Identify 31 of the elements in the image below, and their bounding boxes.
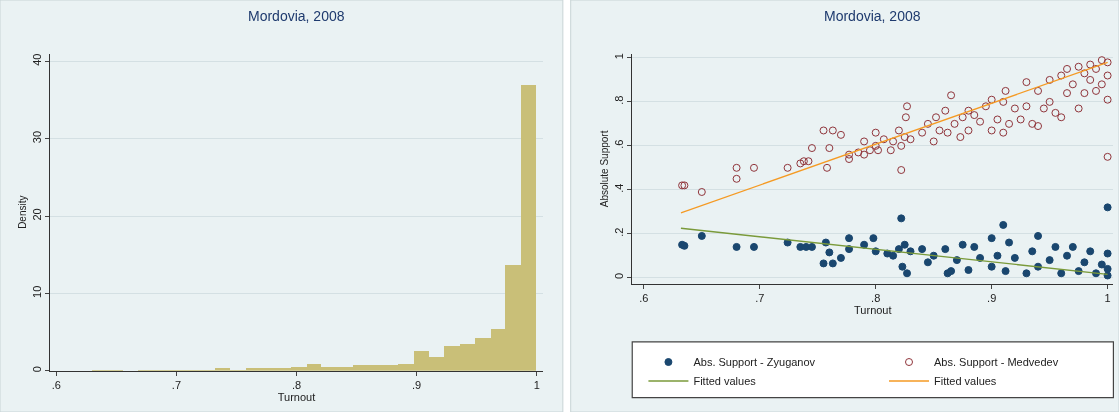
legend-label: Fitted values	[693, 375, 757, 388]
y-tick-label: 20	[30, 208, 43, 221]
y-tick-label: .2	[612, 227, 625, 237]
x-tick-label: .7	[171, 379, 182, 391]
chart-title: Mordovia, 2008	[824, 8, 921, 24]
y-tick-label: .4	[612, 183, 625, 193]
y-tick-label: 1	[612, 53, 625, 60]
x-tick-label: .9	[412, 379, 422, 391]
legend-label: Fitted values	[934, 375, 997, 388]
y-tick-label: 10	[30, 285, 43, 298]
y-tick-label: .8	[612, 95, 625, 105]
y-tick-label: 0	[30, 366, 43, 373]
y-tick-label: 40	[30, 53, 43, 66]
x-tick-label: .6	[639, 292, 649, 305]
x-tick-label: .6	[51, 379, 61, 391]
y-axis-title: Absolute Support	[598, 130, 610, 208]
legend-label: Abs. Support - Medvedev	[934, 356, 1059, 369]
x-tick-label: .9	[987, 292, 997, 305]
x-tick-label: 1	[1104, 292, 1111, 305]
x-tick-label: .8	[291, 379, 302, 391]
y-tick-label: .6	[612, 139, 625, 149]
y-axis-title: Density	[16, 195, 28, 229]
x-tick-label: 1	[533, 379, 540, 391]
y-tick-label: 0	[612, 272, 625, 280]
x-tick-label: .8	[871, 292, 881, 305]
legend-label: Abs. Support - Zyuganov	[693, 356, 816, 369]
x-axis-title: Turnout	[277, 391, 316, 403]
x-axis-title: Turnout	[854, 304, 892, 317]
x-tick-label: .7	[755, 292, 765, 305]
chart-title: Mordovia, 2008	[248, 8, 345, 24]
y-tick-label: 30	[30, 130, 43, 144]
